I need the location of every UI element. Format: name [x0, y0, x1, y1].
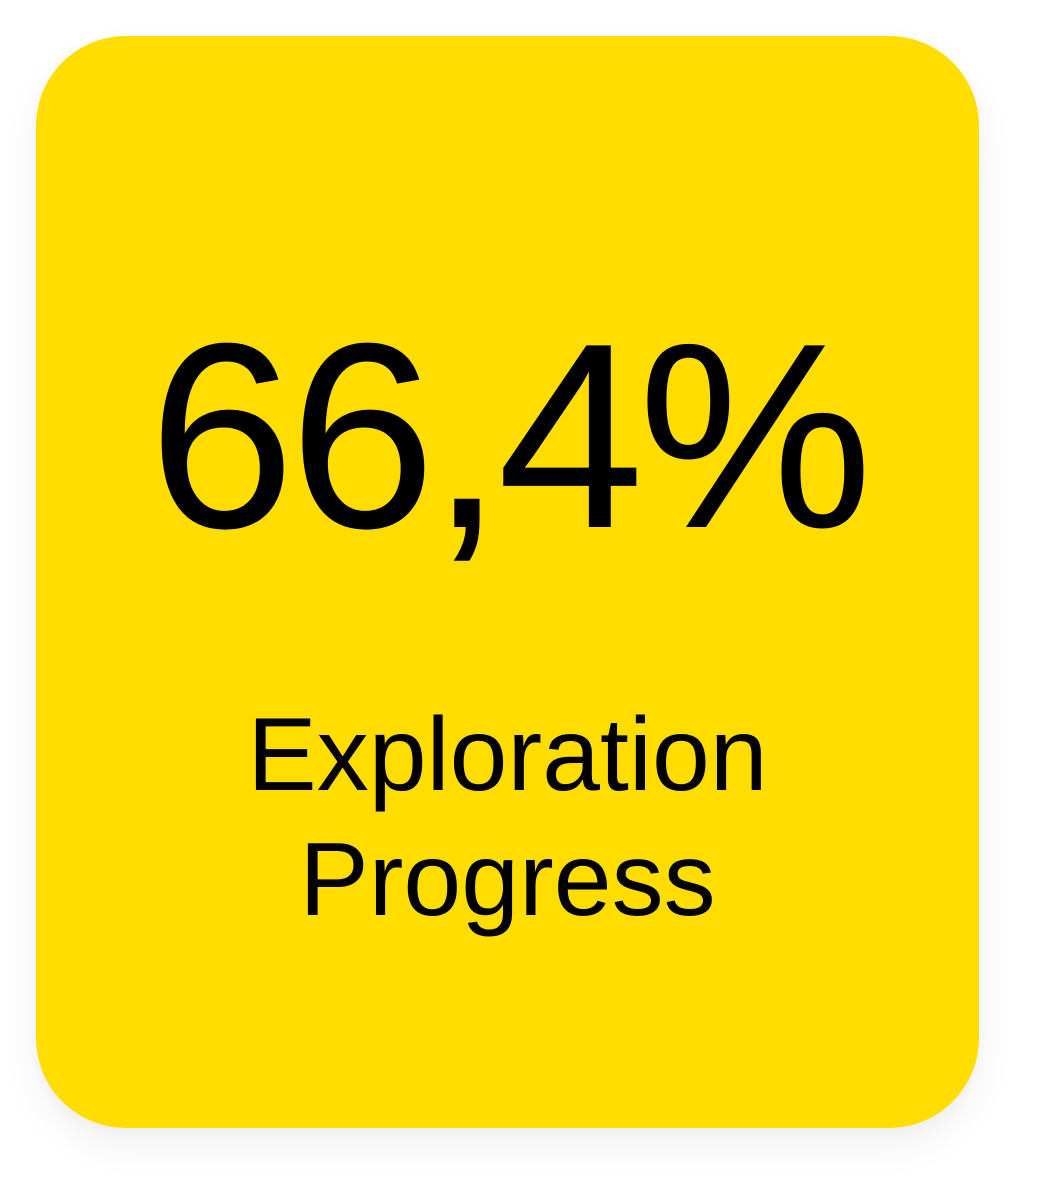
- progress-label-line-2: Progress: [299, 822, 716, 938]
- exploration-progress-card: 66,4% Exploration Progress: [36, 36, 979, 1128]
- progress-value: 66,4%: [148, 288, 873, 583]
- progress-label: Exploration Progress: [36, 693, 979, 943]
- progress-label-line-1: Exploration: [247, 697, 768, 813]
